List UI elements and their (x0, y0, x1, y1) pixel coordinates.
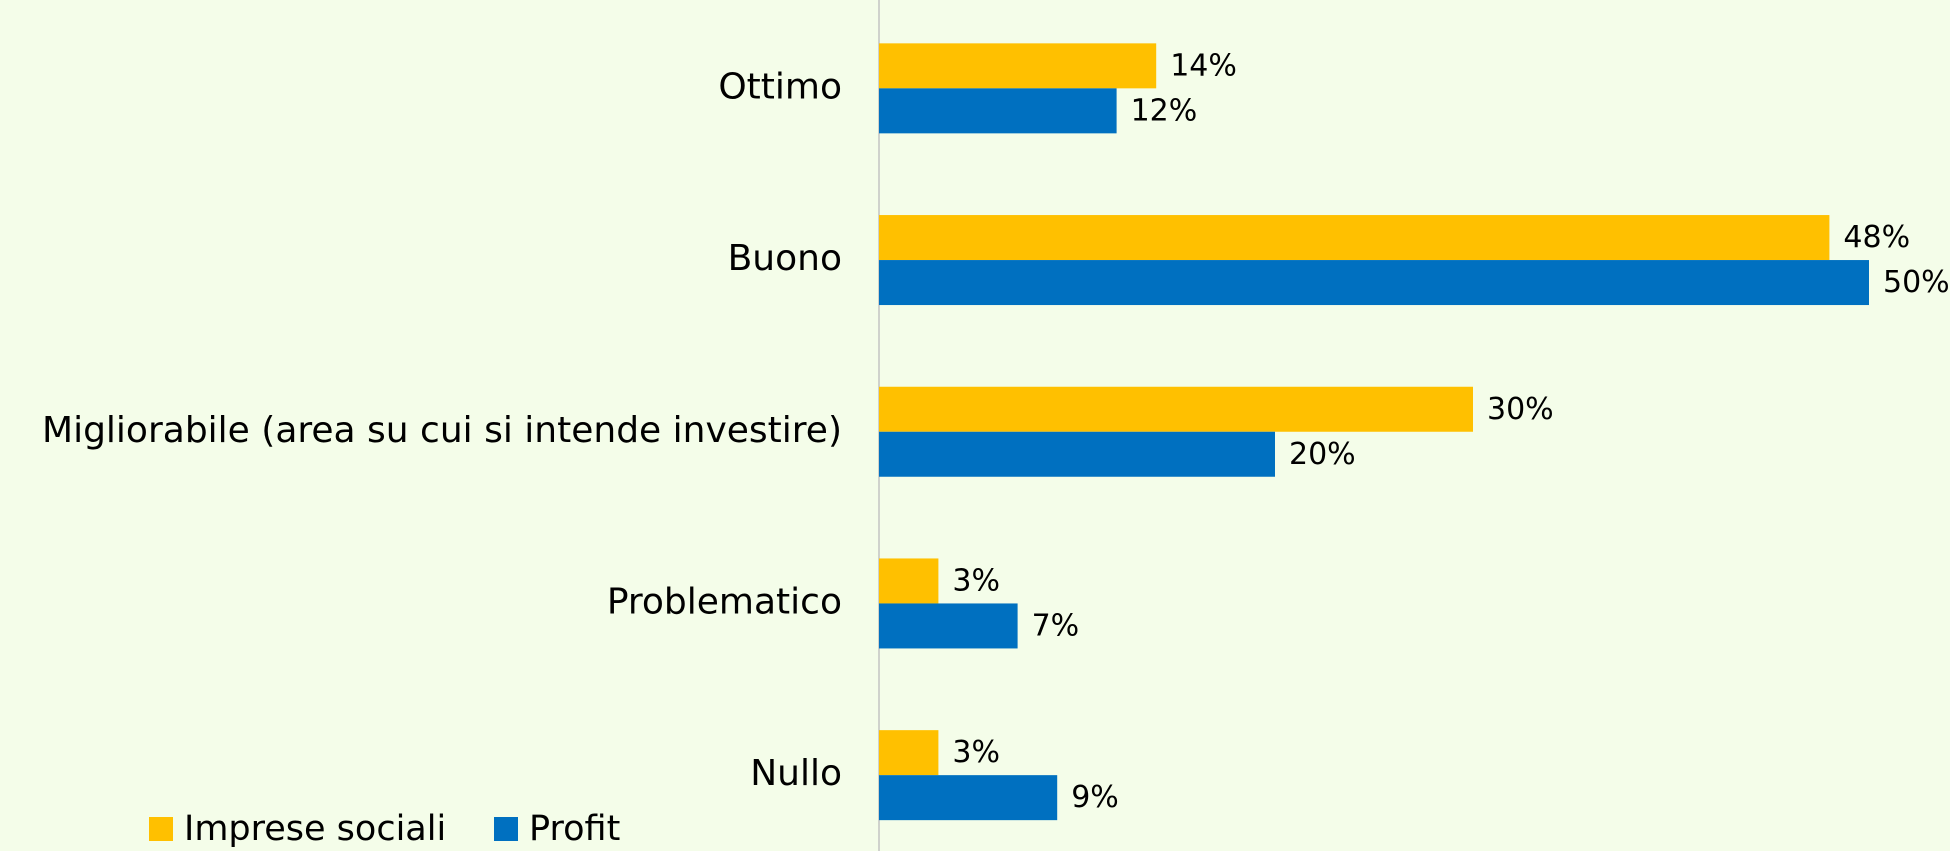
value-label: 20% (1289, 437, 1356, 472)
bar (879, 558, 939, 604)
category-label: Ottimo (718, 66, 842, 107)
bar (879, 386, 1473, 432)
bar (879, 775, 1058, 821)
legend-label: Imprese sociali (184, 809, 446, 849)
value-label: 12% (1131, 93, 1198, 128)
category-label: Buono (728, 238, 842, 279)
value-label: 50% (1883, 265, 1950, 300)
legend-swatch (494, 817, 518, 841)
bar (879, 43, 1157, 89)
bar (879, 431, 1275, 477)
value-label: 48% (1843, 220, 1910, 255)
value-label: 3% (952, 735, 1000, 770)
value-label: 9% (1071, 780, 1119, 815)
value-label: 7% (1032, 608, 1080, 643)
bar (879, 603, 1018, 649)
bar (879, 260, 1869, 306)
legend-label: Profit (529, 809, 620, 849)
value-label: 14% (1170, 48, 1237, 83)
category-label: Problematico (607, 581, 842, 622)
bar (879, 88, 1117, 134)
bar (879, 730, 939, 776)
category-label: Migliorabile (area su cui si intende inv… (42, 410, 842, 451)
category-label: Nullo (750, 753, 842, 794)
bar (879, 215, 1830, 261)
value-label: 3% (952, 563, 1000, 598)
legend-swatch (149, 817, 173, 841)
value-label: 30% (1487, 392, 1554, 427)
